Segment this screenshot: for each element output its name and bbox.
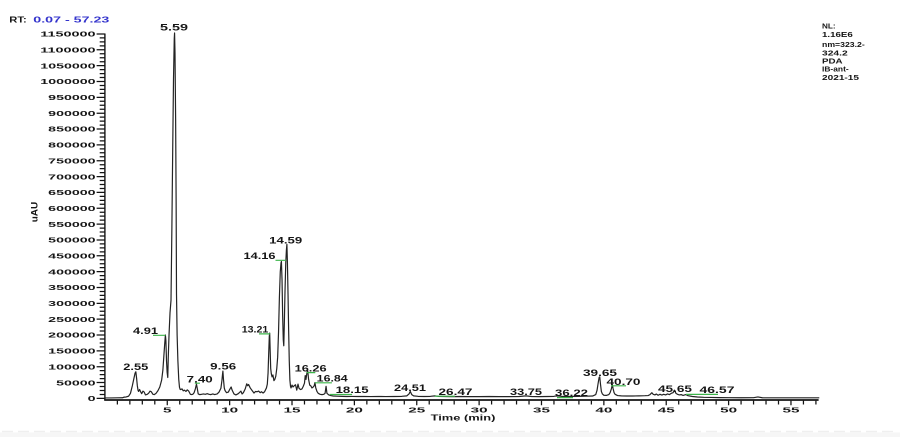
svg-text:35: 35 — [533, 405, 552, 414]
svg-text:PDA: PDA — [822, 56, 843, 65]
svg-text:RT:: RT: — [9, 15, 26, 25]
svg-text:1100000: 1100000 — [40, 46, 95, 55]
svg-text:36.22: 36.22 — [555, 388, 588, 398]
svg-text:16.84: 16.84 — [317, 374, 348, 384]
svg-text:0: 0 — [88, 394, 96, 403]
svg-text:100000: 100000 — [48, 362, 95, 371]
svg-text:250000: 250000 — [48, 315, 95, 324]
svg-text:2021-15: 2021-15 — [822, 73, 860, 82]
svg-text:IB-ant-: IB-ant- — [822, 65, 849, 74]
svg-text:45.65: 45.65 — [658, 384, 692, 394]
svg-text:20: 20 — [346, 405, 363, 414]
svg-text:15: 15 — [284, 405, 303, 414]
svg-text:NL:: NL: — [822, 22, 836, 31]
svg-text:24.51: 24.51 — [394, 383, 426, 393]
svg-text:5.59: 5.59 — [160, 23, 188, 33]
svg-text:10: 10 — [221, 405, 238, 414]
svg-text:700000: 700000 — [48, 172, 95, 181]
svg-text:26.47: 26.47 — [439, 387, 473, 397]
svg-text:2.55: 2.55 — [123, 362, 148, 372]
svg-text:uAU: uAU — [30, 202, 40, 223]
svg-text:55: 55 — [782, 405, 801, 414]
svg-text:500000: 500000 — [48, 236, 95, 245]
svg-text:750000: 750000 — [48, 156, 95, 165]
svg-text:900000: 900000 — [48, 109, 95, 118]
svg-text:14.16: 14.16 — [244, 251, 276, 261]
svg-text:300000: 300000 — [48, 299, 95, 308]
svg-text:33.75: 33.75 — [510, 387, 542, 397]
svg-text:650000: 650000 — [48, 188, 95, 197]
svg-text:18.15: 18.15 — [336, 385, 369, 395]
svg-text:50: 50 — [720, 405, 737, 414]
svg-text:1.16E6: 1.16E6 — [822, 30, 853, 39]
svg-text:39.65: 39.65 — [583, 368, 617, 378]
svg-text:1150000: 1150000 — [40, 30, 95, 39]
svg-text:1000000: 1000000 — [40, 77, 95, 86]
svg-text:550000: 550000 — [48, 220, 95, 229]
svg-text:25: 25 — [408, 405, 427, 414]
svg-text:nm=323.2-: nm=323.2- — [822, 40, 865, 49]
svg-text:324.2: 324.2 — [822, 48, 848, 57]
svg-text:14.59: 14.59 — [269, 236, 302, 246]
svg-text:400000: 400000 — [48, 267, 95, 276]
svg-text:40: 40 — [595, 405, 612, 414]
svg-text:600000: 600000 — [48, 204, 95, 213]
svg-text:Time (min): Time (min) — [431, 414, 496, 423]
svg-text:13.21: 13.21 — [242, 324, 269, 334]
svg-text:16.26: 16.26 — [295, 363, 327, 373]
svg-text:46.57: 46.57 — [700, 385, 735, 395]
svg-text:7.40: 7.40 — [187, 375, 213, 385]
svg-text:1050000: 1050000 — [40, 61, 95, 70]
svg-text:950000: 950000 — [48, 93, 95, 102]
svg-text:9.56: 9.56 — [210, 362, 236, 372]
svg-text:450000: 450000 — [48, 251, 95, 260]
svg-text:350000: 350000 — [48, 283, 95, 292]
svg-text:30: 30 — [471, 405, 488, 414]
svg-text:200000: 200000 — [48, 331, 95, 340]
svg-text:40.70: 40.70 — [607, 377, 641, 387]
svg-text:4.91: 4.91 — [133, 326, 158, 336]
svg-text:150000: 150000 — [48, 347, 95, 356]
svg-text:5: 5 — [163, 405, 173, 414]
svg-text:850000: 850000 — [48, 125, 95, 134]
svg-text:800000: 800000 — [48, 141, 95, 150]
svg-text:50000: 50000 — [56, 378, 96, 387]
svg-text:0.07 - 57.23: 0.07 - 57.23 — [33, 15, 110, 25]
svg-text:45: 45 — [658, 405, 677, 414]
